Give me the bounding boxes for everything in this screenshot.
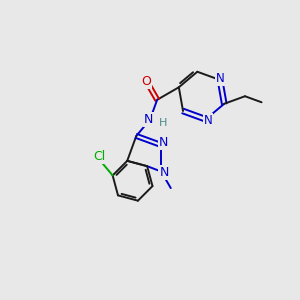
Text: N: N bbox=[159, 136, 168, 149]
Text: N: N bbox=[144, 113, 153, 126]
Text: Cl: Cl bbox=[93, 150, 106, 163]
Text: H: H bbox=[159, 118, 167, 128]
Text: N: N bbox=[204, 114, 212, 127]
Text: N: N bbox=[159, 167, 169, 179]
Text: O: O bbox=[141, 75, 151, 88]
Text: N: N bbox=[216, 72, 225, 85]
